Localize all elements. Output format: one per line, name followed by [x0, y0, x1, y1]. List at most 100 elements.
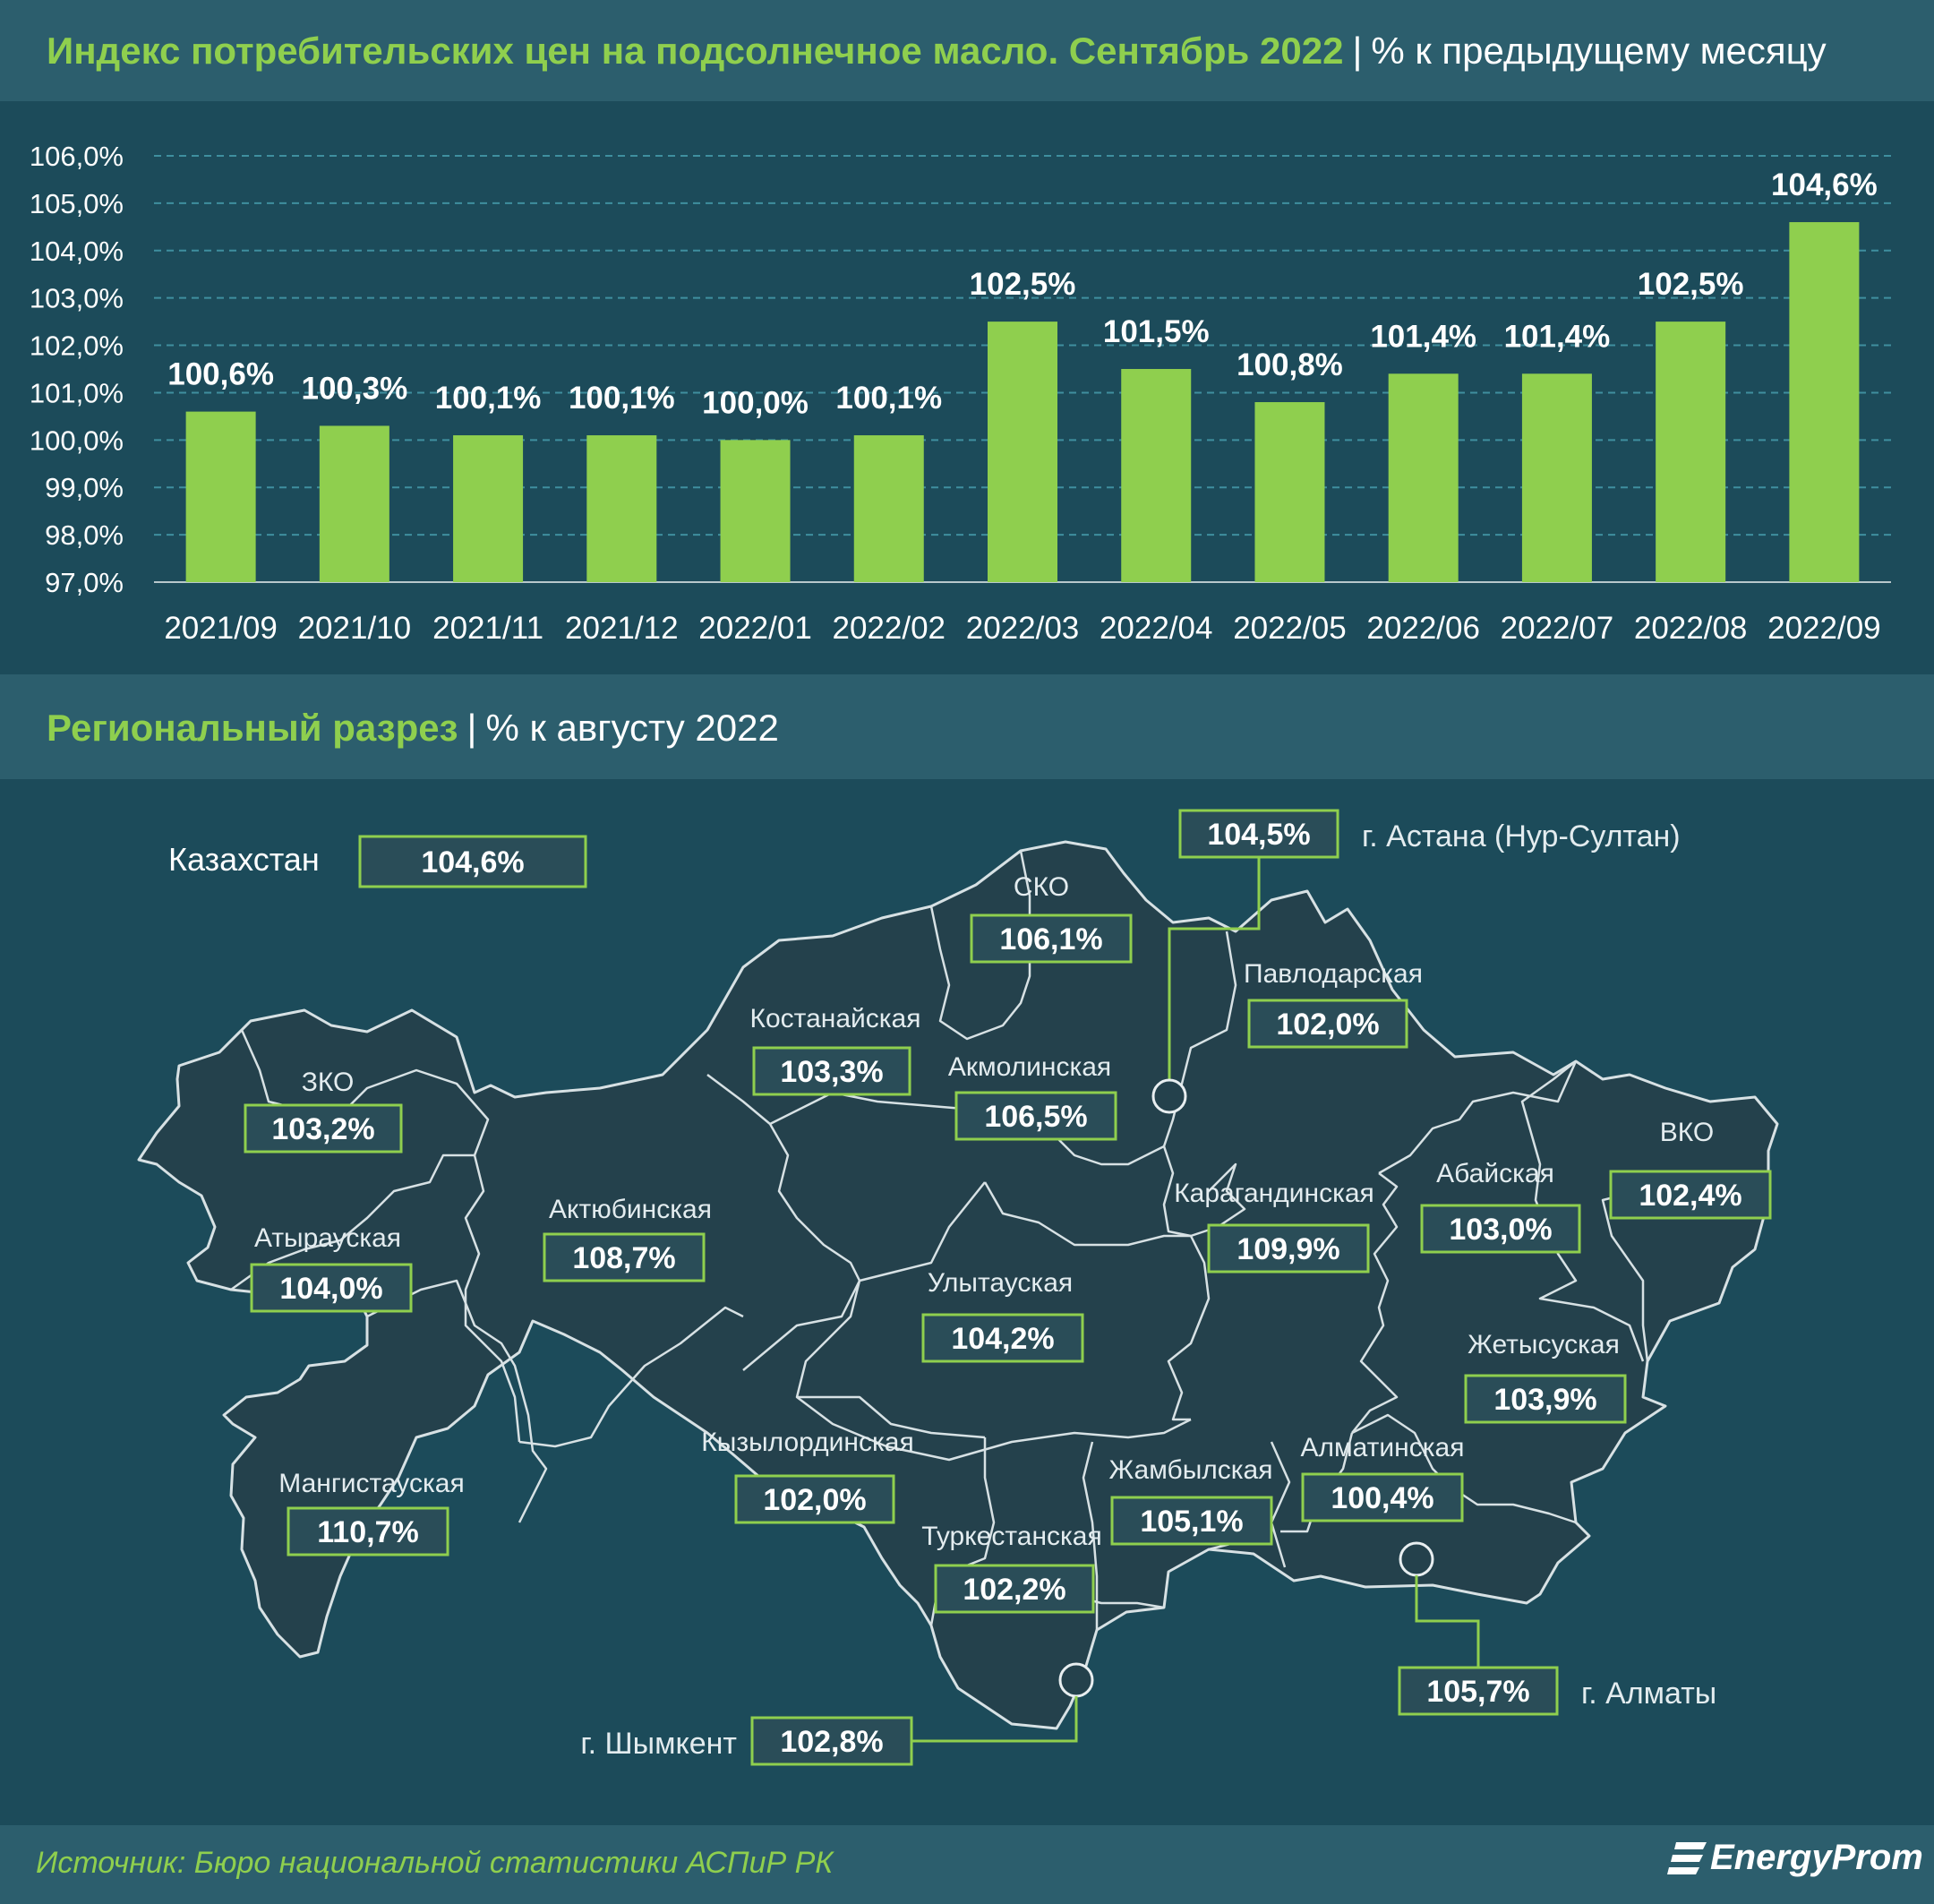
- city-name: г. Астана (Нур-Султан): [1362, 819, 1681, 853]
- region-name: Карагандинская: [1174, 1179, 1374, 1208]
- x-tick-label: 2021/12: [565, 611, 679, 646]
- city-value: 102,8%: [780, 1725, 883, 1759]
- y-tick-label: 97,0%: [45, 567, 124, 598]
- data-label: 100,3%: [301, 371, 407, 406]
- region-value-box: [934, 1564, 1095, 1614]
- x-tick-label: 2022/08: [1634, 611, 1748, 646]
- region-value-box: [1247, 999, 1408, 1049]
- bar-chart: 97,0% 98,0% 99,0% 100,0% 101,0% 102,0% 103,0% 1…: [30, 141, 1891, 646]
- region-abay: Абайская 103,0%: [1420, 1159, 1581, 1254]
- bar: [720, 440, 791, 582]
- city-almaty: 105,7% г. Алматы: [1398, 1666, 1716, 1716]
- kazakhstan-value: 104,6%: [421, 845, 524, 879]
- region-value-box: [1110, 1496, 1273, 1546]
- region-turkestan: Туркестанская 102,2%: [921, 1522, 1102, 1614]
- bar: [1388, 373, 1459, 582]
- data-label: 101,4%: [1370, 319, 1476, 354]
- region-value-box: [921, 1313, 1084, 1363]
- region-zhambyl: Жамбылская 105,1%: [1109, 1455, 1273, 1546]
- region-almaty-obl: Алматинская 100,4%: [1301, 1433, 1465, 1522]
- data-label: 100,1%: [435, 381, 542, 416]
- data-label: 102,5%: [1638, 267, 1744, 302]
- bar: [319, 425, 389, 582]
- region-value: 108,7%: [572, 1241, 675, 1275]
- regional-subtitle: % к августу 2022: [485, 707, 779, 749]
- region-vko: ВКО 102,4%: [1609, 1118, 1772, 1220]
- regional-title-band: Региональный разрез |% к августу 2022: [0, 674, 1934, 779]
- y-tick-label: 104,0%: [30, 236, 124, 267]
- x-tick-label: 2022/07: [1501, 611, 1614, 646]
- x-tick-label: 2022/05: [1233, 611, 1347, 646]
- region-value: 102,4%: [1639, 1179, 1741, 1213]
- bar: [1254, 402, 1325, 582]
- region-value: 100,4%: [1331, 1481, 1433, 1515]
- bar: [988, 322, 1057, 582]
- kazakhstan-map: Казахстан 104,6% ЗКО 103,2% Атырауская 1…: [137, 809, 1779, 1766]
- brand-logo: EnergyProm: [1667, 1838, 1923, 1878]
- data-label: 102,5%: [970, 267, 1076, 302]
- region-name: Алматинская: [1301, 1433, 1465, 1462]
- chart-subtitle: % к предыдущему месяцу: [1371, 30, 1827, 72]
- data-label: 101,5%: [1103, 314, 1210, 349]
- city-name: г. Шымкент: [580, 1727, 737, 1761]
- regional-title: Региональный разрез |% к августу 2022: [47, 707, 779, 750]
- region-value: 105,1%: [1140, 1505, 1243, 1539]
- region-kyzylorda: Кызылординская 102,0%: [701, 1428, 914, 1524]
- regional-title-main: Региональный разрез: [47, 707, 458, 749]
- region-value-box: [244, 1103, 403, 1154]
- region-value: 103,9%: [1493, 1383, 1596, 1417]
- kazakhstan-value-box: [358, 835, 587, 888]
- footer-band: [0, 1825, 1934, 1904]
- x-tick-label: 2022/04: [1100, 611, 1213, 646]
- region-name: Павлодарская: [1244, 959, 1423, 989]
- region-value-box: [1420, 1204, 1581, 1254]
- almaty-connector: [1399, 1541, 1480, 1668]
- region-zhetysu: Жетысуская 103,9%: [1464, 1330, 1627, 1424]
- region-zko: ЗКО 103,2%: [244, 1068, 403, 1154]
- bar: [185, 411, 256, 582]
- region-value-box: [1464, 1374, 1627, 1424]
- region-pavlodar: Павлодарская 102,0%: [1244, 959, 1423, 1049]
- region-value-box: [1207, 1223, 1370, 1274]
- astana-connector: [1151, 857, 1261, 1114]
- region-value-box: [1609, 1170, 1772, 1220]
- x-tick-label: 2022/02: [833, 611, 946, 646]
- region-value: 104,2%: [951, 1322, 1054, 1356]
- region-value-box: [954, 1091, 1117, 1141]
- energyprom-logo-icon: [1667, 1841, 1707, 1874]
- region-akmola: Акмолинская 106,5%: [948, 1052, 1117, 1141]
- region-name: Атырауская: [254, 1223, 401, 1253]
- region-name: Кызылординская: [701, 1428, 913, 1457]
- region-karaganda: Карагандинская 109,9%: [1174, 1179, 1374, 1274]
- x-tick-label: 2021/10: [298, 611, 412, 646]
- city-value-box: [750, 1716, 913, 1766]
- source-note: Источник: Бюро национальной статистики А…: [36, 1846, 834, 1880]
- data-label: 101,4%: [1504, 319, 1611, 354]
- region-value: 109,9%: [1237, 1232, 1339, 1266]
- x-tick-label: 2022/06: [1366, 611, 1480, 646]
- region-name: Абайская: [1436, 1159, 1554, 1188]
- region-name: ВКО: [1660, 1118, 1714, 1147]
- shymkent-connector: [911, 1662, 1094, 1743]
- region-value-box: [1301, 1472, 1464, 1522]
- region-name: Костанайская: [750, 1004, 921, 1033]
- region-ulytau: Улытауская 104,2%: [921, 1268, 1084, 1363]
- city-value: 104,5%: [1207, 818, 1310, 852]
- bar: [1656, 322, 1726, 582]
- city-shymkent: 102,8% г. Шымкент: [580, 1716, 913, 1766]
- region-name: Актюбинская: [549, 1195, 712, 1224]
- city-name: г. Алматы: [1581, 1677, 1716, 1711]
- region-value-box: [752, 1046, 911, 1096]
- x-tick-label: 2022/01: [698, 611, 812, 646]
- bar: [1521, 373, 1592, 582]
- y-tick-label: 100,0%: [30, 425, 124, 456]
- kazakhstan-total: Казахстан 104,6%: [168, 835, 587, 888]
- region-value: 102,0%: [1276, 1008, 1379, 1042]
- y-tick-label: 101,0%: [30, 377, 124, 408]
- region-name: Жамбылская: [1109, 1455, 1273, 1485]
- region-name: ЗКО: [302, 1068, 355, 1097]
- city-value: 105,7%: [1426, 1675, 1529, 1709]
- region-value-box: [734, 1474, 895, 1524]
- bar: [1121, 369, 1192, 582]
- y-tick-label: 102,0%: [30, 330, 124, 362]
